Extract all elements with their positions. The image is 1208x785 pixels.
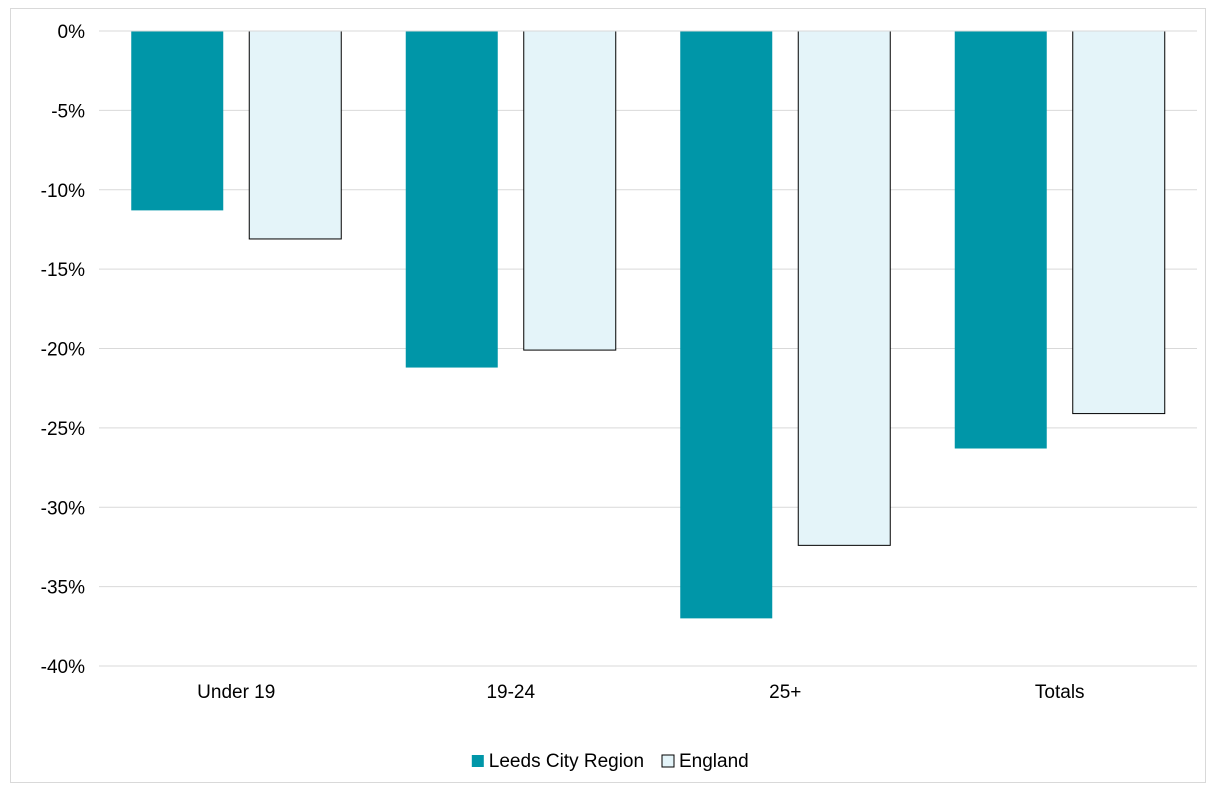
legend-label: England: [679, 751, 749, 772]
bar-england-totals: [1072, 30, 1166, 415]
bar-england-25-: [797, 30, 891, 546]
x-tick-label: 19-24: [486, 682, 535, 703]
bar-england-19-24: [523, 30, 617, 351]
legend-swatch-england: [661, 754, 675, 768]
x-axis-tick-labels: Under 19 19-24 25+ Totals: [197, 682, 1084, 703]
bar-chart: 0% -5% -10% -15% -20% -25% -30% -35% -40% Under …: [41, 22, 1197, 772]
bar-leeds-city-region-under-19: [131, 31, 224, 211]
bar-leeds-city-region-25-: [680, 31, 773, 619]
bar-leeds-city-region-totals: [954, 31, 1047, 449]
y-tick-label: -10%: [41, 181, 85, 202]
y-tick-label: 0%: [58, 22, 86, 43]
bars: [131, 30, 1166, 619]
legend-label: Leeds City Region: [489, 751, 644, 772]
legend-swatch-leeds-city-region: [471, 755, 484, 767]
y-tick-label: -25%: [41, 419, 85, 440]
legend: Leeds City Region England: [471, 751, 749, 772]
bar-england-under-19: [248, 30, 342, 240]
y-tick-label: -40%: [41, 657, 85, 678]
y-tick-label: -35%: [41, 578, 85, 599]
y-tick-label: -30%: [41, 498, 85, 519]
x-tick-label: 25+: [769, 682, 801, 703]
y-axis-tick-labels: 0% -5% -10% -15% -20% -25% -30% -35% -40%: [41, 22, 85, 678]
y-tick-label: -15%: [41, 260, 85, 281]
chart: 0% -5% -10% -15% -20% -25% -30% -35% -40% Under …: [10, 8, 1206, 783]
y-tick-label: -5%: [51, 101, 85, 122]
x-tick-label: Under 19: [197, 682, 275, 703]
bar-leeds-city-region-19-24: [405, 31, 498, 368]
x-tick-label: Totals: [1035, 682, 1085, 703]
y-tick-label: -20%: [41, 340, 85, 361]
